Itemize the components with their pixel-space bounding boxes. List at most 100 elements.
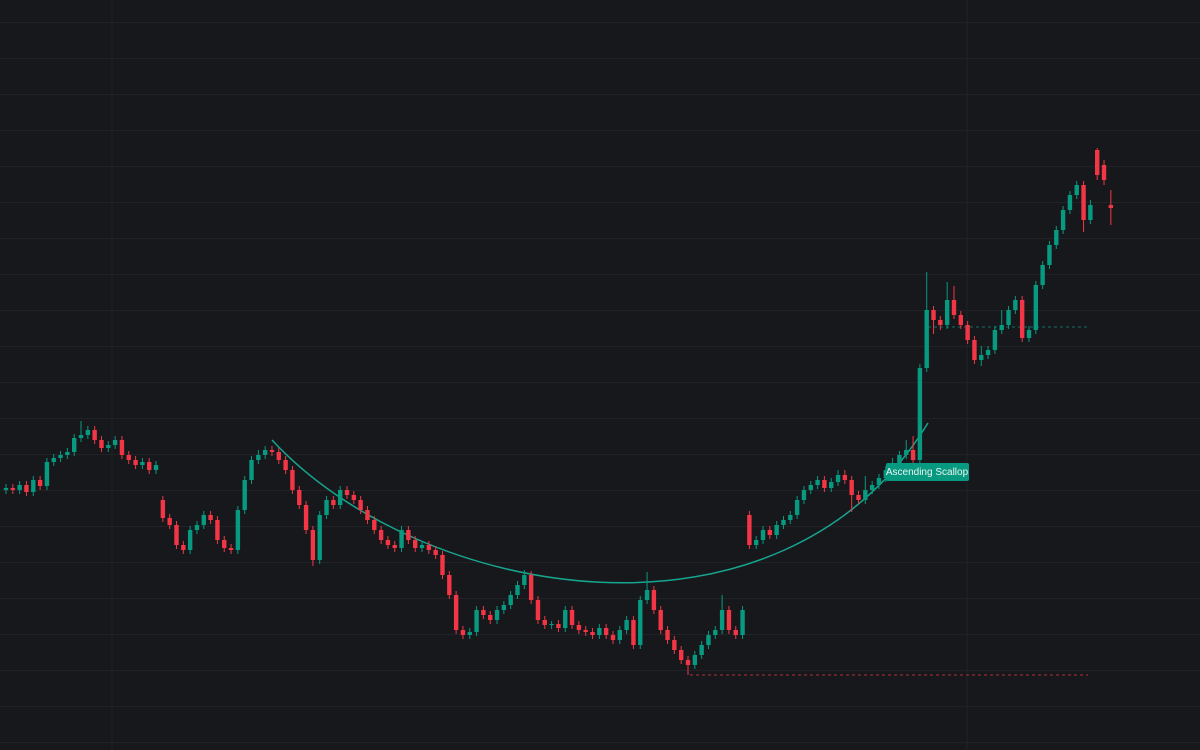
candle-body — [747, 515, 752, 545]
candle-body — [876, 478, 882, 485]
candle-body — [310, 530, 316, 560]
candle-body — [1101, 165, 1107, 180]
candle-body — [1095, 150, 1100, 175]
candle-body — [733, 630, 738, 635]
candle-body — [385, 540, 391, 545]
candle-body — [958, 315, 963, 325]
candle-body — [31, 480, 36, 492]
candle-body — [644, 590, 650, 600]
candle-body — [542, 620, 547, 625]
candle-body — [133, 460, 138, 465]
candle-body — [119, 440, 125, 455]
candle-body — [999, 325, 1004, 330]
candle-body — [194, 525, 200, 530]
candle-body — [447, 575, 452, 595]
candle-body — [556, 624, 561, 628]
candle-body — [37, 480, 43, 486]
candle-body — [815, 480, 820, 485]
candle-body — [924, 310, 929, 368]
candle-body — [501, 605, 507, 610]
annotation-box — [886, 463, 969, 481]
candle-body — [617, 630, 622, 640]
candle-body — [1013, 300, 1018, 310]
candle-body — [801, 490, 807, 500]
candle-body — [460, 630, 466, 635]
candle-body — [228, 548, 234, 550]
candle-body — [856, 495, 861, 500]
candle-body — [788, 515, 793, 520]
candle-body — [563, 610, 568, 628]
candle-body — [726, 610, 732, 630]
candle-body — [324, 500, 329, 515]
candle-body — [713, 630, 718, 635]
candle-body — [849, 480, 854, 495]
candle-body — [290, 470, 295, 490]
candle-body — [24, 485, 29, 492]
candle-body — [72, 438, 77, 452]
candle-body — [597, 628, 602, 635]
candle-body — [910, 450, 916, 460]
candle-body — [174, 525, 179, 545]
candle-body — [774, 525, 779, 535]
candle-body — [215, 520, 220, 540]
candle-body — [358, 500, 363, 510]
candle-body — [85, 430, 91, 435]
candle-body — [481, 610, 486, 615]
candle-body — [760, 530, 766, 540]
candle-body — [181, 545, 186, 550]
candle-body — [528, 575, 534, 600]
candle-body — [440, 555, 445, 575]
candle-body — [767, 530, 773, 535]
scallop-curve — [271, 422, 929, 584]
candle-body — [106, 445, 111, 448]
candle-body — [337, 490, 343, 505]
candle-body — [651, 590, 657, 610]
candle-body — [1067, 195, 1073, 210]
candle-body — [494, 610, 500, 620]
candle-body — [1019, 300, 1025, 338]
candle-body — [249, 460, 254, 480]
candle-body — [426, 545, 432, 550]
candle-body — [1047, 245, 1052, 265]
candle-body — [672, 640, 677, 650]
candle-body — [58, 455, 63, 458]
candle-body — [842, 475, 848, 480]
candle-body — [140, 462, 145, 465]
candle-body — [78, 435, 84, 438]
candle-body — [951, 300, 957, 315]
candle-body — [658, 610, 663, 630]
candle-body — [365, 510, 370, 520]
candle-body — [522, 575, 527, 585]
candle-body — [51, 458, 56, 462]
candle-body — [794, 500, 800, 515]
candle-body — [692, 655, 698, 665]
candle-body — [1074, 185, 1079, 195]
candle-body — [262, 450, 268, 455]
candle-body — [297, 490, 302, 505]
candle-body — [392, 545, 397, 548]
candle-body — [781, 520, 786, 525]
candle-body — [897, 455, 902, 465]
candle-body — [740, 610, 745, 635]
candle-body — [351, 495, 357, 500]
candle-body — [92, 430, 97, 440]
candle-body — [972, 340, 977, 360]
candle-body — [754, 540, 759, 545]
candle-body — [399, 530, 404, 548]
candle-body — [638, 600, 643, 645]
candle-body — [147, 462, 152, 470]
candle-body — [883, 470, 888, 478]
candle-body — [979, 355, 984, 360]
candle-body — [665, 630, 670, 640]
candle-body — [508, 595, 513, 605]
candle-body — [808, 485, 813, 490]
candle-body — [535, 600, 541, 620]
candle-body — [624, 620, 629, 630]
candle-body — [992, 330, 998, 350]
candle-body — [1108, 205, 1114, 208]
candle-body — [1081, 185, 1086, 220]
candle-body — [569, 610, 575, 625]
candle-body — [944, 300, 950, 325]
